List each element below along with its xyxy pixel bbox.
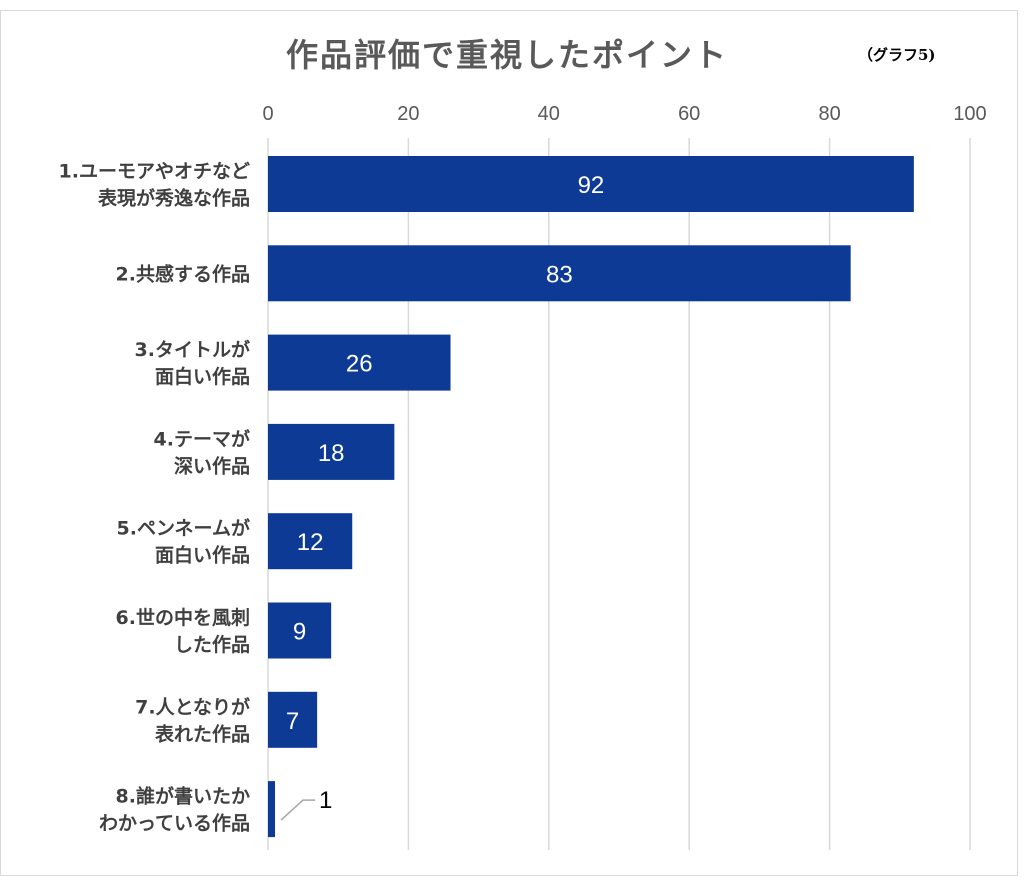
data-label: 1 (319, 787, 332, 814)
category-label: 6.世の中を風刺 (116, 606, 250, 629)
bar (268, 334, 451, 391)
category-label: 表現が秀逸な作品 (98, 187, 250, 210)
bar (268, 602, 332, 659)
category-label: 8.誰が書いたか (116, 785, 250, 808)
data-label: 92 (578, 172, 605, 199)
bar (268, 156, 914, 212)
category-label: した作品 (174, 633, 250, 656)
category-label: 3.タイトルが (135, 338, 250, 361)
x-tick-label: 100 (953, 103, 986, 125)
category-label: 2.共感する作品 (116, 262, 250, 285)
x-tick-label: 40 (538, 103, 560, 125)
chart-title: 作品評価で重視したポイント (285, 36, 728, 74)
x-tick-label: 0 (262, 103, 273, 125)
graph-note: （グラフ5) (858, 46, 936, 64)
bar (268, 691, 318, 748)
data-label: 7 (286, 708, 299, 735)
x-tick-label: 60 (678, 103, 700, 125)
x-tick-label: 20 (397, 103, 419, 125)
data-label: 83 (546, 261, 573, 288)
category-label: 表れた作品 (155, 722, 250, 745)
category-label: 7.人となりが (135, 695, 250, 718)
category-label: 5.ペンネームが (117, 517, 251, 540)
category-label: 4.テーマが (154, 427, 250, 450)
category-label: 深い作品 (174, 454, 250, 477)
bar (268, 423, 395, 480)
bar (268, 781, 276, 838)
category-label: 面白い作品 (155, 365, 250, 388)
data-label: 9 (293, 619, 306, 646)
chart-frame (0, 10, 1018, 876)
leader-line (280, 799, 316, 821)
category-label: 1.ユーモアやオチなど (59, 161, 250, 183)
bar (268, 513, 353, 570)
bar (268, 245, 851, 302)
data-label: 12 (297, 529, 324, 556)
x-tick-label: 80 (818, 103, 840, 125)
data-label: 26 (346, 351, 373, 378)
data-label: 18 (318, 440, 345, 467)
category-label: わかっている作品 (99, 812, 250, 835)
category-label: 面白い作品 (155, 544, 250, 567)
